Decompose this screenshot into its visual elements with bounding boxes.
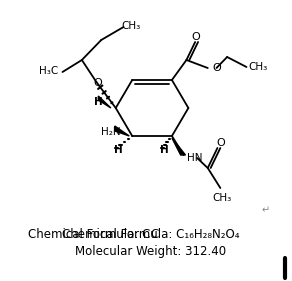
Polygon shape: [115, 126, 129, 136]
Polygon shape: [172, 138, 185, 155]
Text: O: O: [216, 138, 225, 148]
Text: HN: HN: [187, 153, 203, 163]
Text: C: C: [151, 228, 159, 241]
Text: Molecular Weight: 312.40: Molecular Weight: 312.40: [75, 246, 226, 259]
Text: Chemical Formula: C: Chemical Formula: C: [28, 228, 151, 241]
Text: H: H: [114, 145, 123, 155]
Text: H: H: [160, 145, 168, 155]
Text: O: O: [213, 63, 221, 73]
Text: Chemical Formula: C₁₆H₂₈N₂O₄: Chemical Formula: C₁₆H₂₈N₂O₄: [62, 228, 239, 241]
Text: H₃C: H₃C: [39, 66, 59, 76]
Text: CH₃: CH₃: [213, 193, 232, 203]
Text: H₂N: H₂N: [101, 127, 121, 137]
Text: CH₃: CH₃: [248, 62, 268, 72]
Text: O: O: [93, 78, 102, 88]
Text: H: H: [94, 97, 103, 107]
Text: O: O: [192, 32, 201, 42]
Polygon shape: [98, 96, 111, 108]
Text: CH₃: CH₃: [122, 21, 141, 31]
Text: ↵: ↵: [262, 205, 270, 215]
